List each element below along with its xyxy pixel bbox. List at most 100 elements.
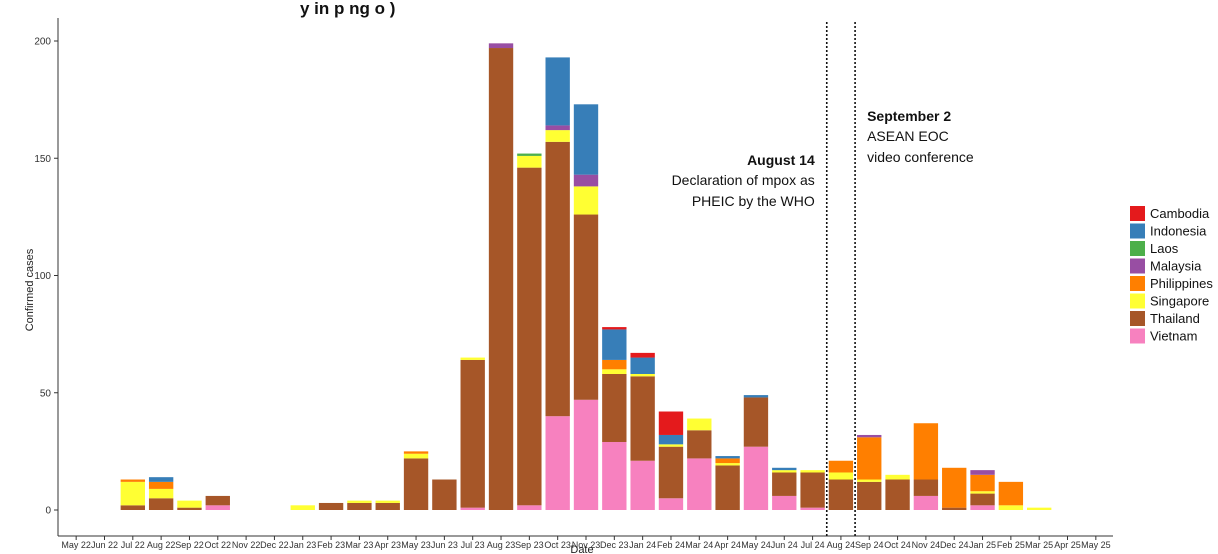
bar-cambodia-feb-24 [658,411,684,435]
bar-thailand-jul-24 [800,472,825,508]
bar-vietnam-sep-23 [517,505,542,510]
bar-philippines-aug-22 [148,481,174,489]
x-tick-label: Dec 22 [260,540,289,550]
bar-singapore-jul-23 [460,357,485,360]
bar-malaysia-oct-23 [545,125,570,131]
x-tick-label: Feb 23 [317,540,345,550]
bar-vietnam-nov-23 [573,399,599,510]
bar-singapore-may-23 [403,453,429,459]
bar-indonesia-may-24 [743,395,769,398]
chart-title: y in p ng o ) [300,0,395,18]
bar-singapore-aug-24 [828,472,854,480]
legend-label-malaysia: Malaysia [1150,259,1202,274]
bar-thailand-oct-24 [885,479,910,510]
y-tick-label: 150 [34,154,51,165]
bar-singapore-mar-25 [1027,507,1052,510]
bar-thailand-aug-23 [488,48,514,510]
bar-indonesia-jun-24 [772,467,797,471]
annotation-text: video conference [867,149,974,165]
bar-malaysia-sep-24 [857,434,882,438]
bar-thailand-oct-23 [545,141,570,417]
bar-singapore-jan-24 [630,373,655,377]
bar-vietnam-oct-22 [205,505,230,510]
legend-label-philippines: Philippines [1150,276,1213,291]
x-tick-label: Jul 23 [461,540,485,550]
bar-thailand-jan-24 [630,376,655,461]
bar-vietnam-jul-23 [460,507,485,510]
annotation-title: September 2 [867,108,951,124]
bar-thailand-jul-22 [120,505,145,510]
x-tick-label: Jun 22 [91,540,118,550]
x-tick-label: Jul 24 [801,540,825,550]
bar-thailand-mar-24 [687,430,712,459]
legend-label-vietnam: Vietnam [1150,329,1197,344]
bar-singapore-feb-25 [998,505,1024,510]
x-tick-label: Feb 25 [997,540,1025,550]
legend-swatch-laos [1130,241,1145,256]
legend-label-indonesia: Indonesia [1150,224,1207,239]
x-tick-label: Sep 22 [175,540,204,550]
legend-swatch-philippines [1130,276,1145,291]
bar-thailand-aug-24 [828,479,854,510]
bar-philippines-feb-25 [998,481,1024,506]
legend-swatch-malaysia [1130,258,1145,274]
bar-thailand-apr-24 [715,465,740,510]
bar-singapore-apr-23 [375,500,400,503]
bar-thailand-dec-23 [602,373,627,442]
bar-thailand-jul-23 [460,359,485,508]
bar-indonesia-oct-23 [545,57,570,126]
x-tick-label: Sep 24 [855,540,884,550]
bar-vietnam-jun-24 [772,495,797,510]
bar-singapore-aug-22 [148,488,174,499]
legend-swatch-thailand [1130,311,1145,326]
bar-vietnam-jan-24 [630,460,655,510]
legend-label-singapore: Singapore [1150,294,1209,309]
x-tick-label: Nov 24 [912,540,941,550]
bar-thailand-aug-22 [148,498,174,510]
annotation-text: PHEIC by the WHO [692,193,815,209]
bar-singapore-mar-24 [687,418,712,431]
bar-singapore-sep-22 [177,500,202,508]
bar-singapore-jan-25 [970,491,995,494]
x-tick-label: Apr 24 [714,540,741,550]
bar-singapore-oct-24 [885,474,910,480]
y-axis-title: Confirmed cases [24,248,36,331]
annotation-text: ASEAN EOC [867,128,949,144]
x-tick-label: Jun 24 [771,540,798,550]
bar-thailand-jan-25 [970,493,995,506]
annotation-text: Declaration of mpox as [672,172,815,188]
x-tick-label: Jan 25 [969,540,996,550]
bar-thailand-sep-22 [177,507,202,510]
x-tick-label: Sep 23 [515,540,544,550]
bar-thailand-may-24 [743,397,769,447]
legend-label-cambodia: Cambodia [1150,206,1210,221]
x-tick-label: Mar 24 [685,540,713,550]
bar-vietnam-dec-23 [602,442,627,510]
bar-vietnam-jul-24 [800,507,825,510]
bar-vietnam-may-24 [743,446,769,510]
x-axis-title: Date [570,544,593,554]
x-tick-label: Dec 23 [600,540,629,550]
x-tick-label: May 25 [1081,540,1111,550]
bar-thailand-jun-23 [432,479,457,510]
bar-singapore-jan-23 [290,505,315,510]
bar-malaysia-jan-25 [970,470,995,475]
bar-thailand-nov-23 [573,214,599,400]
bar-thailand-apr-23 [375,502,400,510]
legend: Cambodia Indonesia Laos Malaysia Philippines… [1130,206,1213,344]
bar-vietnam-oct-23 [545,416,570,510]
bar-indonesia-apr-24 [715,456,740,459]
bar-philippines-dec-24 [942,467,967,508]
y-axis-ticks: 0 50 100 150 200 [34,37,58,517]
bar-philippines-may-23 [403,451,429,454]
x-tick-label: May 24 [741,540,771,550]
bar-thailand-sep-24 [857,481,882,510]
x-tick-label: Aug 22 [147,540,176,550]
bar-singapore-oct-23 [545,130,570,142]
legend-swatch-singapore [1130,293,1145,309]
x-tick-label: Jan 24 [629,540,656,550]
bar-thailand-feb-24 [658,446,684,499]
x-tick-label: Jul 22 [121,540,145,550]
plot-area [120,43,1052,510]
